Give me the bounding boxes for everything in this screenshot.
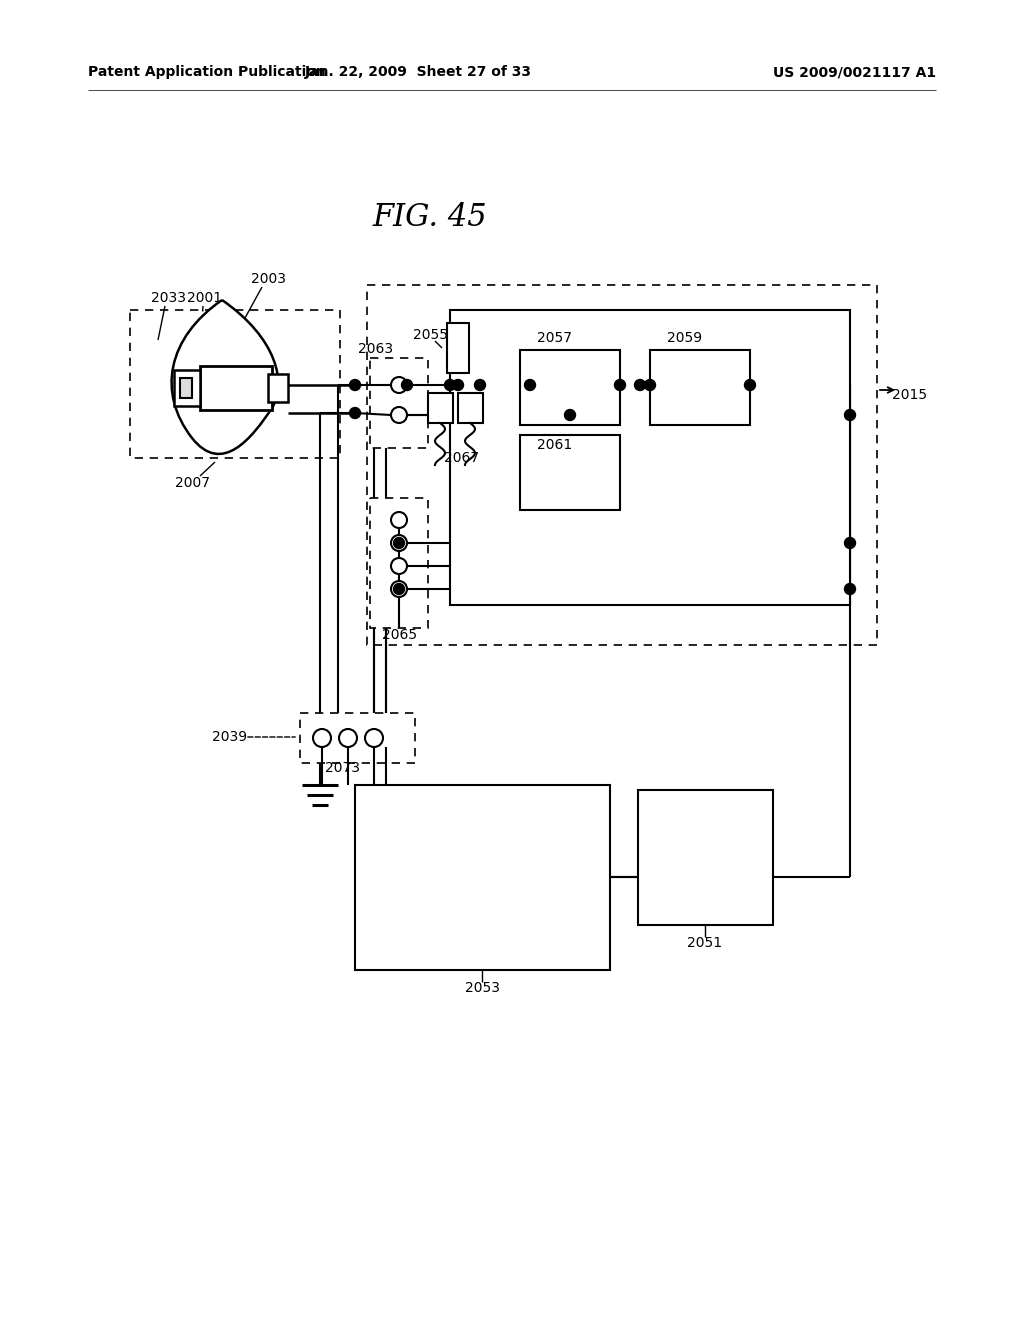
Bar xyxy=(520,350,620,425)
Bar xyxy=(174,370,200,407)
Text: Patent Application Publication: Patent Application Publication xyxy=(88,65,326,79)
Bar xyxy=(650,350,750,425)
Circle shape xyxy=(564,409,575,421)
Circle shape xyxy=(393,583,404,594)
Circle shape xyxy=(391,581,407,597)
Text: 2057: 2057 xyxy=(538,331,572,345)
Circle shape xyxy=(474,380,485,391)
Circle shape xyxy=(313,729,331,747)
Circle shape xyxy=(401,380,413,391)
Bar xyxy=(355,785,610,970)
Bar xyxy=(200,366,272,411)
Bar xyxy=(447,323,469,374)
Circle shape xyxy=(349,380,360,391)
Text: 2063: 2063 xyxy=(358,342,393,356)
Circle shape xyxy=(391,558,407,574)
Circle shape xyxy=(635,380,645,391)
Circle shape xyxy=(391,378,407,393)
Circle shape xyxy=(744,380,756,391)
Circle shape xyxy=(845,583,855,594)
Bar xyxy=(638,789,773,925)
Bar xyxy=(367,285,877,645)
Text: FIG. 45: FIG. 45 xyxy=(373,202,487,234)
Circle shape xyxy=(393,537,404,549)
Text: 2001: 2001 xyxy=(187,290,222,305)
Bar xyxy=(180,378,193,399)
Bar xyxy=(300,713,415,763)
Text: 2059: 2059 xyxy=(668,331,702,345)
Circle shape xyxy=(391,512,407,528)
Text: 2051: 2051 xyxy=(687,936,723,950)
Text: 2065: 2065 xyxy=(382,628,418,642)
Bar xyxy=(428,393,453,422)
Text: 2033: 2033 xyxy=(151,290,185,305)
PathPatch shape xyxy=(172,300,279,454)
Bar xyxy=(520,436,620,510)
Bar xyxy=(130,310,340,458)
Circle shape xyxy=(644,380,655,391)
Text: 2039: 2039 xyxy=(212,730,248,744)
Circle shape xyxy=(365,729,383,747)
Text: 2003: 2003 xyxy=(251,272,286,286)
Circle shape xyxy=(845,409,855,421)
Bar xyxy=(268,374,288,403)
Text: 2055: 2055 xyxy=(413,327,447,342)
Text: 2015: 2015 xyxy=(893,388,928,403)
Circle shape xyxy=(453,380,464,391)
Bar xyxy=(450,310,850,605)
Circle shape xyxy=(339,729,357,747)
Circle shape xyxy=(845,537,855,549)
Text: US 2009/0021117 A1: US 2009/0021117 A1 xyxy=(773,65,936,79)
Circle shape xyxy=(444,380,456,391)
Text: 2007: 2007 xyxy=(175,477,211,490)
Circle shape xyxy=(349,408,360,418)
Bar xyxy=(458,393,483,422)
Circle shape xyxy=(524,380,536,391)
Text: 2073: 2073 xyxy=(325,762,359,775)
Text: 2053: 2053 xyxy=(465,981,500,995)
Text: 2067: 2067 xyxy=(444,451,479,465)
Text: 2061: 2061 xyxy=(538,438,572,451)
Text: Jan. 22, 2009  Sheet 27 of 33: Jan. 22, 2009 Sheet 27 of 33 xyxy=(304,65,531,79)
Circle shape xyxy=(391,407,407,422)
Circle shape xyxy=(614,380,626,391)
Bar xyxy=(370,358,428,447)
Circle shape xyxy=(391,535,407,550)
Bar xyxy=(370,498,428,628)
